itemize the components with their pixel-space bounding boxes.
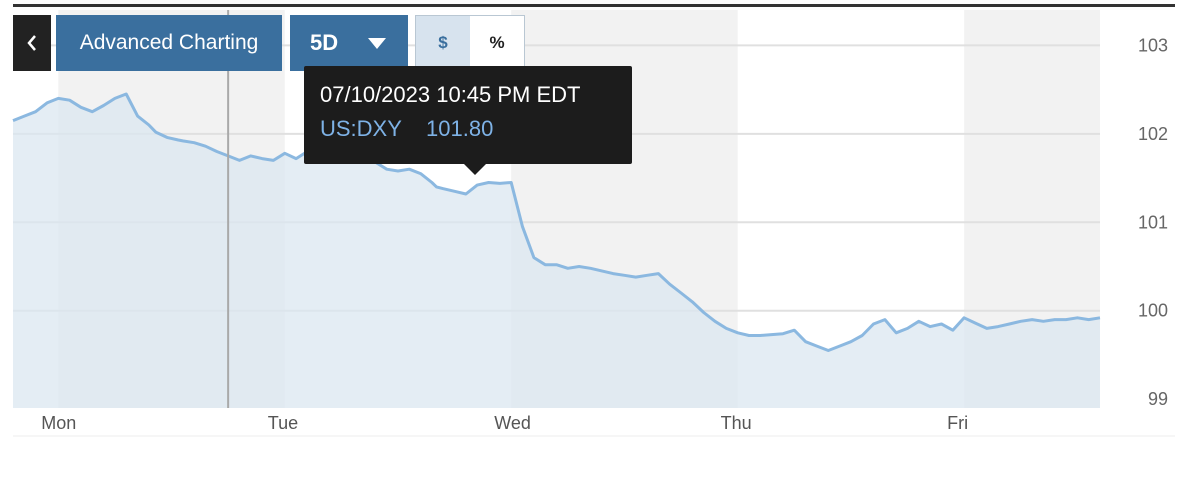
tooltip-timestamp: 07/10/2023 10:45 PM EDT	[320, 82, 581, 107]
top-rule	[13, 4, 1175, 7]
tooltip-symbol: US:DXY	[320, 116, 402, 141]
tooltip-series-row: US:DXY 101.80	[320, 116, 632, 142]
y-tick-label: 102	[1138, 124, 1168, 144]
unit-toggle: $ %	[415, 15, 525, 71]
x-tick-label: Thu	[721, 413, 752, 433]
y-tick-label: 103	[1138, 35, 1168, 55]
caret-down-icon	[368, 37, 387, 49]
x-tick-label: Tue	[268, 413, 298, 433]
tooltip-pointer	[464, 164, 486, 175]
price-area	[13, 94, 1100, 408]
price-line	[12, 92, 1101, 352]
y-tick-label: 100	[1138, 301, 1168, 321]
range-value: 5D	[310, 30, 339, 55]
y-axis-labels: 99 100 101 102 103	[1138, 35, 1168, 409]
tooltip-value: 101.80	[426, 116, 494, 141]
currency-toggle-button[interactable]: $	[416, 16, 470, 70]
y-tick-label: 101	[1138, 212, 1168, 232]
advanced-charting-button[interactable]: Advanced Charting	[56, 15, 282, 71]
percent-toggle-button[interactable]: %	[470, 16, 524, 70]
range-dropdown[interactable]: 5D	[290, 15, 408, 71]
back-button[interactable]	[13, 15, 51, 71]
chart-toolbar: Advanced Charting 5D $ %	[13, 15, 525, 71]
x-axis-labels: Mon Tue Wed Thu Fri	[41, 413, 968, 433]
x-tick-label: Mon	[41, 413, 76, 433]
x-tick-label: Fri	[947, 413, 968, 433]
y-tick-label: 99	[1148, 389, 1168, 409]
x-tick-label: Wed	[494, 413, 531, 433]
advanced-charting-label: Advanced Charting	[79, 31, 259, 54]
chevron-left-icon	[27, 35, 36, 51]
hover-tooltip: 07/10/2023 10:45 PM EDT US:DXY 101.80	[304, 66, 632, 175]
